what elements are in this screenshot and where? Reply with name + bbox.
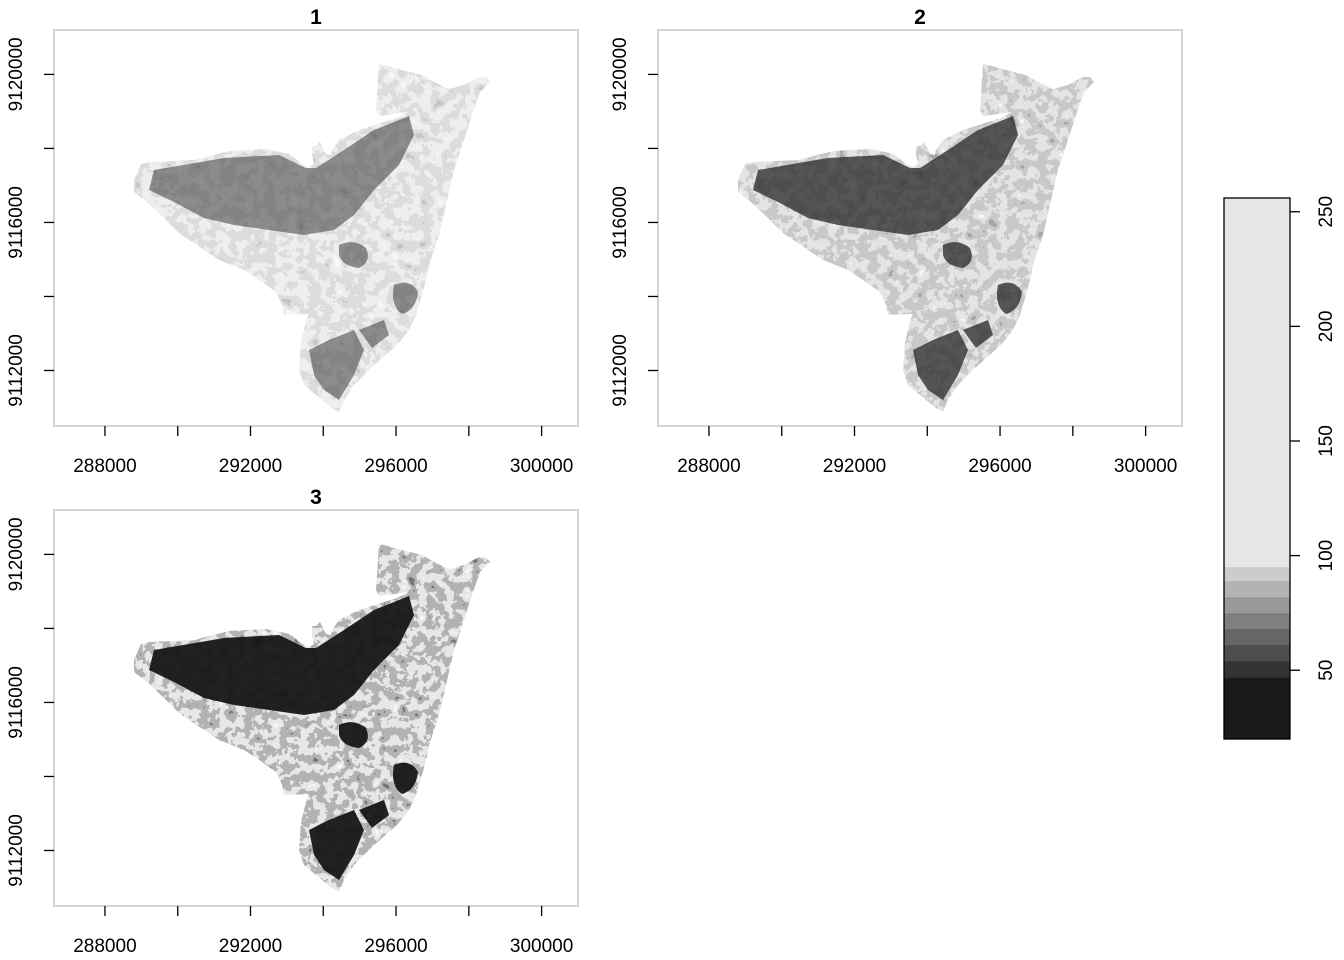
y-tick-label: 9112000: [6, 814, 27, 887]
colorbar-segment: [1224, 628, 1290, 646]
x-axis: 288000 292000 296000 300000: [73, 906, 573, 957]
y-tick-label: 9112000: [610, 334, 631, 407]
y-tick-label: 9116000: [610, 186, 631, 259]
panel-title: 1: [310, 6, 322, 29]
plot-frame: [53, 29, 579, 427]
y-tick-label: 9120000: [6, 37, 27, 111]
colorbar-tick-label: 50: [1316, 660, 1337, 681]
raster-image: [134, 64, 490, 412]
panel-title: 2: [914, 6, 926, 29]
x-tick-label: 300000: [510, 936, 573, 957]
x-tick-label: 292000: [219, 936, 282, 957]
colorbar-segment: [1224, 198, 1290, 568]
y-tick-label: 9112000: [6, 334, 27, 407]
colorbar-segment: [1224, 677, 1290, 739]
colorbar-segment: [1224, 612, 1290, 629]
colorbar-segment: [1224, 596, 1290, 613]
x-axis: 288000 292000 296000 300000: [73, 426, 573, 477]
y-axis: 9112000 9116000 9120000: [6, 517, 54, 887]
x-axis: 288000 292000 296000 300000: [677, 426, 1177, 477]
colorbar-legend: 50 100 150 200 250: [1223, 196, 1337, 740]
x-tick-label: 288000: [73, 456, 136, 477]
y-axis: 9112000 9116000 9120000: [610, 37, 658, 407]
y-tick-label: 9116000: [6, 666, 27, 739]
colorbar-segment: [1224, 661, 1290, 678]
x-tick-label: 300000: [510, 456, 573, 477]
x-tick-label: 292000: [219, 456, 282, 477]
y-axis: 9112000 9116000 9120000: [6, 37, 54, 407]
x-tick-label: 292000: [823, 456, 886, 477]
plot-frame: [657, 29, 1183, 427]
colorbar-tick-label: 100: [1316, 540, 1337, 572]
raster-image: [134, 544, 490, 892]
y-tick-label: 9120000: [610, 37, 631, 111]
plot-frame: [53, 509, 579, 907]
x-tick-label: 288000: [73, 936, 136, 957]
x-tick-label: 296000: [364, 936, 427, 957]
colorbar-segment: [1224, 645, 1290, 662]
colorbar-tick-label: 250: [1316, 196, 1337, 228]
x-tick-label: 296000: [968, 456, 1031, 477]
x-tick-label: 296000: [364, 456, 427, 477]
colorbar-tick-label: 200: [1316, 311, 1337, 343]
x-tick-label: 300000: [1114, 456, 1177, 477]
y-tick-label: 9116000: [6, 186, 27, 259]
x-tick-label: 288000: [677, 456, 740, 477]
y-tick-label: 9120000: [6, 517, 27, 591]
raster-image: [738, 64, 1094, 412]
colorbar-segment: [1224, 567, 1290, 581]
panel-title: 3: [310, 486, 322, 509]
colorbar-tick-label: 150: [1316, 425, 1337, 457]
colorbar-segment: [1224, 580, 1290, 597]
colorbar-frame: [1223, 197, 1291, 740]
